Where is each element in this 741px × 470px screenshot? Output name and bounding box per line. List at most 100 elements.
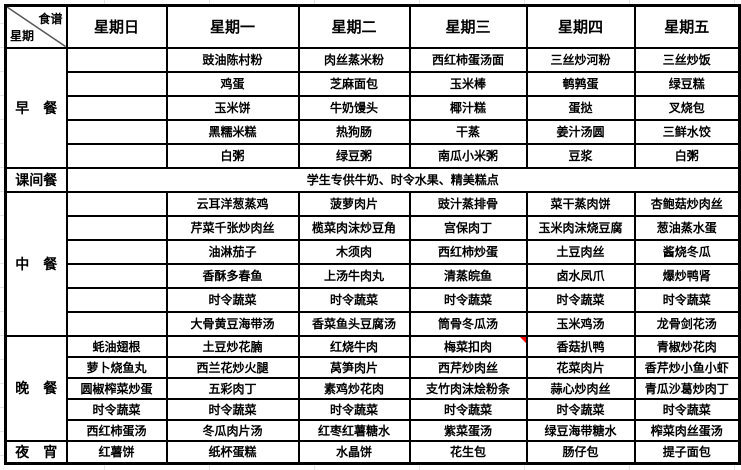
menu-cell: 青椒炒花肉 [633,334,741,358]
menu-cell: 纸杯蛋糕 [165,439,300,464]
comment-marker-icon [519,337,525,343]
menu-cell: 蚝油翅根 [65,334,168,358]
menu-cell: 云耳洋葱蒸鸡 [165,190,300,217]
menu-cell: 绿豆海带糖水 [525,418,636,442]
menu-cell: 萝卜烧鱼丸 [65,355,168,379]
menu-cell: 西红柿蛋汤 [65,418,168,442]
menu-cell: 干蒸 [408,118,528,145]
table-row: 时令蔬菜 时令蔬菜 时令蔬菜 时令蔬菜 时令蔬菜 时令蔬菜 [6,397,741,421]
menu-cell: 玉米饼 [165,94,300,121]
meal-label-mid-meal: 课间餐 [4,166,68,193]
menu-cell: 时令蔬菜 [525,397,636,421]
menu-cell: 香芹炒小鱼小虾 [633,355,741,379]
header-row: 食谱 星期 星期日 星期一 星期二 星期三 星期四 星期五 [4,4,741,49]
menu-cell: 玉米棒 [408,70,528,97]
menu-cell: 清蒸皖鱼 [408,262,528,289]
menu-cell: 芹菜千张炒肉丝 [165,214,300,241]
menu-cell: 绿豆粥 [297,142,411,169]
menu-cell: 时令蔬菜 [408,286,528,313]
menu-cell: 菠萝肉片 [297,190,411,217]
menu-cell: 西芹炒肉丝 [408,355,528,379]
menu-cell: 肉丝蒸米粉 [297,46,411,73]
table-row: 芹菜千张炒肉丝 榄菜肉沫炒豆角 宫保肉丁 玉米肉沫烧豆腐 葱油蒸水蛋 [6,214,741,241]
table-row: 白粥 绿豆粥 南瓜小米粥 豆浆 白粥 [6,142,741,169]
menu-cell: 大骨黄豆海带汤 [165,310,300,337]
menu-cell: 香酥多春鱼 [165,262,300,289]
menu-cell: 椰汁糕 [408,94,528,121]
menu-cell [65,190,168,217]
menu-cell [65,286,168,313]
menu-cell [65,142,168,169]
menu-cell: 鸡蛋 [165,70,300,97]
menu-cell: 红枣红薯糖水 [297,418,411,442]
menu-cell: 榨菜肉丝蛋汤 [633,418,741,442]
menu-cell: 五彩肉丁 [165,376,300,400]
menu-cell: 上汤牛肉丸 [297,262,411,289]
menu-cell: 菜干蒸肉饼 [525,190,636,217]
menu-cell: 时令蔬菜 [297,286,411,313]
menu-cell [65,214,168,241]
menu-cell: 紫菜蛋汤 [408,418,528,442]
menu-cell: 时令蔬菜 [525,286,636,313]
day-header-friday: 星期五 [633,4,741,49]
menu-cell: 豉汁蒸排骨 [408,190,528,217]
corner-header-cell: 食谱 星期 [4,4,68,49]
menu-cell: 榄菜肉沫炒豆角 [297,214,411,241]
menu-cell: 土豆肉丝 [525,238,636,265]
menu-cell: 香菜鱼头豆腐汤 [297,310,411,337]
menu-cell: 葱油蒸水蛋 [633,214,741,241]
menu-cell [65,94,168,121]
corner-label-menu: 食谱 [38,12,63,26]
menu-cell: 提子面包 [633,439,741,464]
weekly-menu-table: 食谱 星期 星期日 星期一 星期二 星期三 星期四 星期五 早 餐 豉油陈村粉 … [4,4,741,465]
menu-cell: 玉米鸡汤 [525,310,636,337]
menu-cell: 牛奶馒头 [297,94,411,121]
menu-cell: 时令蔬菜 [633,286,741,313]
menu-cell: 筒骨冬瓜汤 [408,310,528,337]
menu-cell: 花菜肉片 [525,355,636,379]
cell-text: 梅菜扣肉 [443,339,492,354]
menu-cell: 杏鲍菇炒肉丝 [633,190,741,217]
menu-cell: 豉油陈村粉 [165,46,300,73]
menu-cell: 支竹肉沫烩粉条 [408,376,528,400]
menu-cell [65,262,168,289]
menu-cell: 西红柿蛋汤面 [408,46,528,73]
day-header-monday: 星期一 [165,4,300,49]
day-header-wednesday: 星期三 [408,4,528,49]
day-header-sunday: 星期日 [65,4,168,49]
menu-cell: 冬瓜肉片汤 [165,418,300,442]
menu-cell: 三丝炒饭 [633,46,741,73]
menu-cell: 白粥 [633,142,741,169]
menu-cell: 南瓜小米粥 [408,142,528,169]
meal-label-lunch: 中 餐 [4,190,68,337]
menu-cell: 爆炒鸭肾 [633,262,741,289]
table-row: 西红柿蛋汤 冬瓜肉片汤 红枣红薯糖水 紫菜蛋汤 绿豆海带糖水 榨菜肉丝蛋汤 [6,418,741,442]
menu-cell: 西兰花炒火腿 [165,355,300,379]
meal-label-breakfast: 早 餐 [4,46,68,169]
menu-cell: 木须肉 [297,238,411,265]
corner-label-week: 星期 [10,28,35,43]
table-row: 香酥多春鱼 上汤牛肉丸 清蒸皖鱼 卤水凤爪 爆炒鸭肾 [6,262,741,289]
menu-cell: 香菇扒鸭 [525,334,636,358]
table-row: 大骨黄豆海带汤 香菜鱼头豆腐汤 筒骨冬瓜汤 玉米鸡汤 龙骨剑花汤 [6,310,741,337]
table-row: 晚 餐 蚝油翅根 土豆炒花腩 红烧牛肉 梅菜扣肉 香菇扒鸭 青椒炒花肉 [4,334,741,442]
menu-cell: 热狗肠 [297,118,411,145]
menu-cell: 叉烧包 [633,94,741,121]
menu-cell: 红薯饼 [65,439,168,464]
menu-cell: 时令蔬菜 [297,397,411,421]
menu-cell: 时令蔬菜 [408,397,528,421]
table-row: 萝卜烧鱼丸 西兰花炒火腿 莴笋肉片 西芹炒肉丝 花菜肉片 香芹炒小鱼小虾 [6,355,741,379]
menu-cell: 青瓜沙葛炒肉丁 [633,376,741,400]
day-header-thursday: 星期四 [525,4,636,49]
day-header-tuesday: 星期二 [297,4,411,49]
menu-cell: 时令蔬菜 [65,397,168,421]
menu-cell: 宫保肉丁 [408,214,528,241]
menu-cell: 莴笋肉片 [297,355,411,379]
menu-cell: 豆浆 [525,142,636,169]
diagonal-line [7,7,66,47]
meal-label-night-snack: 夜 宵 [4,439,68,464]
menu-cell: 白粥 [165,142,300,169]
menu-cell: 梅菜扣肉 [408,334,528,358]
menu-cell: 鹌鹑蛋 [525,70,636,97]
